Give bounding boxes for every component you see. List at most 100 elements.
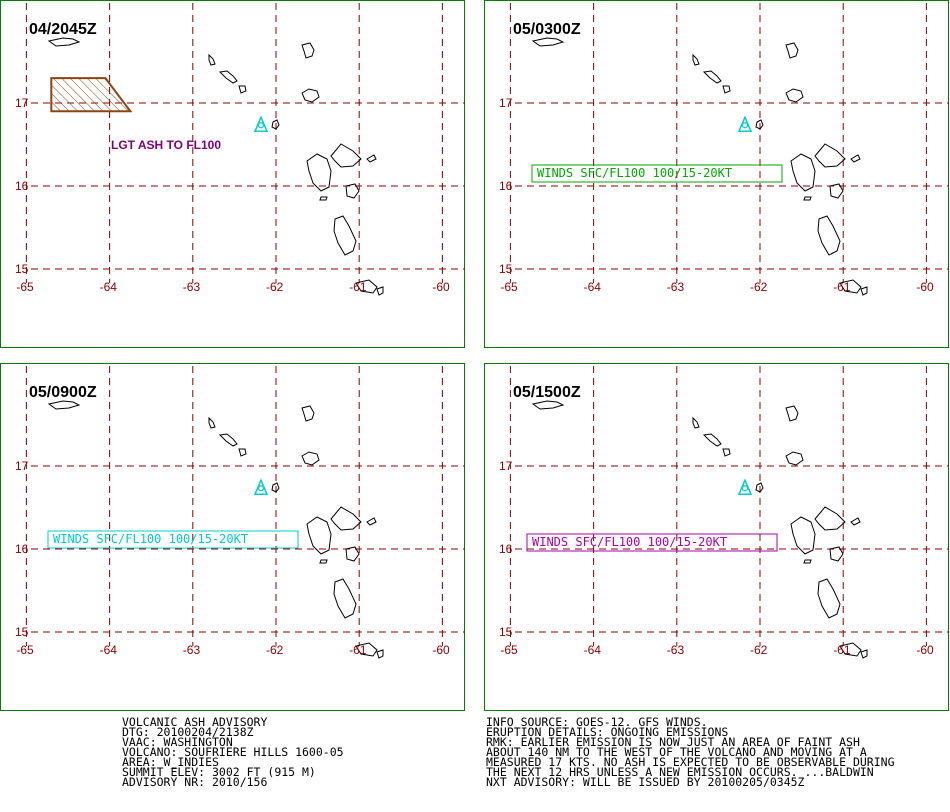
antigua-coastline xyxy=(785,88,804,103)
guadeloupe-coastline xyxy=(306,506,362,555)
ash-annotation-text: LGT ASH TO FL100 xyxy=(111,138,221,152)
longitude-label: -64 xyxy=(100,643,118,657)
winds-annotation-text: WINDS SFC/FL100 100/15-20KT xyxy=(53,532,248,546)
map-canvas: 17 16 15 -65 -64 -63 -62 -61 -60 LGT ASH TO FL100 xyxy=(15,3,465,296)
latitude-label: 15 xyxy=(499,625,513,639)
virgin-islands-coastline xyxy=(47,37,81,47)
longitude-label: -61 xyxy=(349,280,367,294)
st-kitts-coastline xyxy=(702,433,722,447)
volcano-icon-dot xyxy=(257,122,265,129)
virgin-islands-coastline xyxy=(531,400,565,410)
map-panel-1: 17 16 15 -65 -64 -63 -62 -61 -60 LGT ASH TO FL100… xyxy=(0,0,465,348)
longitude-label: -60 xyxy=(916,280,934,294)
longitude-label: -64 xyxy=(584,280,602,294)
longitude-label: -65 xyxy=(16,643,34,657)
advisory-remarks-right: INFO SOURCE: GOES-12. GFS WINDS. ERUPTIO… xyxy=(486,715,895,788)
volcano-icon-dot xyxy=(741,485,749,492)
anguilla-coastline xyxy=(692,53,700,66)
latitude-label: 15 xyxy=(15,625,29,639)
advisory-line: ADVISORY NR: 2010/156 xyxy=(122,775,268,789)
dominica-coastline xyxy=(333,578,357,619)
martinique-coastline xyxy=(839,642,868,659)
longitude-label: -62 xyxy=(750,643,768,657)
longitude-label: -60 xyxy=(916,643,934,657)
graticule xyxy=(509,366,949,646)
latitude-label: 17 xyxy=(499,96,513,110)
nevis-coastline xyxy=(238,448,247,457)
la-desirade-coastline xyxy=(366,154,377,163)
montserrat-coastline xyxy=(271,482,280,493)
volcano-icon xyxy=(737,115,753,132)
longitude-label: -61 xyxy=(833,643,851,657)
longitude-label: -61 xyxy=(349,643,367,657)
nevis-coastline xyxy=(238,85,247,94)
latitude-label: 16 xyxy=(499,542,513,556)
antigua-coastline xyxy=(301,451,320,466)
nevis-coastline xyxy=(722,85,731,94)
advisory-line: RMK: EARLIER EMISSION IS NOW JUST AN ARE… xyxy=(486,735,860,749)
winds-annotation-box xyxy=(526,533,778,552)
advisory-line: AREA: W_INDIES xyxy=(122,755,219,769)
latitude-label: 15 xyxy=(499,262,513,276)
winds-annotation-text: WINDS SFC/FL100 100/15-20KT xyxy=(537,166,732,180)
la-desirade-coastline xyxy=(850,154,861,163)
advisory-line: INFO SOURCE: GOES-12. GFS WINDS. xyxy=(486,715,708,729)
martinique-coastline xyxy=(355,279,384,296)
latitude-label: 17 xyxy=(499,459,513,473)
longitude-label: -62 xyxy=(266,280,284,294)
anguilla-coastline xyxy=(208,53,216,66)
advisory-line: ERUPTION DETAILS: ONGOING EMISSIONS xyxy=(486,725,729,739)
latitude-label: 16 xyxy=(499,179,513,193)
barbuda-coastline xyxy=(301,405,315,422)
longitude-label: -63 xyxy=(667,643,685,657)
anguilla-coastline xyxy=(208,416,216,429)
virgin-islands-coastline xyxy=(47,400,81,410)
volcano-icon xyxy=(253,478,269,495)
marie-galante-coastline xyxy=(345,546,360,562)
dominica-coastline xyxy=(817,578,841,619)
volcano-icon-dot xyxy=(257,485,265,492)
ash-cloud-polygon xyxy=(50,77,133,113)
les-saintes-coastline xyxy=(319,196,328,201)
montserrat-coastline xyxy=(755,119,764,130)
martinique-coastline xyxy=(355,642,384,659)
latitude-label: 15 xyxy=(15,262,29,276)
dominica-coastline xyxy=(333,215,357,256)
guadeloupe-coastline xyxy=(790,143,846,192)
coastlines xyxy=(47,37,384,296)
la-desirade-coastline xyxy=(850,517,861,526)
les-saintes-coastline xyxy=(319,559,328,564)
guadeloupe-coastline xyxy=(306,143,362,192)
marie-galante-coastline xyxy=(829,183,844,199)
les-saintes-coastline xyxy=(803,559,812,564)
winds-annotation-box xyxy=(47,530,299,549)
latitude-label: 17 xyxy=(15,96,29,110)
advisory-line: SUMMIT ELEV: 3002 FT (915 M) xyxy=(122,765,316,779)
longitude-label: -65 xyxy=(500,643,518,657)
st-kitts-coastline xyxy=(218,70,238,84)
advisory-line: ABOUT 140 NM TO THE WEST OF THE VOLCANO … xyxy=(486,745,867,759)
longitude-label: -60 xyxy=(432,280,450,294)
latitude-label: 17 xyxy=(15,459,29,473)
antigua-coastline xyxy=(785,451,804,466)
antigua-coastline xyxy=(301,88,320,103)
dominica-coastline xyxy=(817,215,841,256)
map-canvas: 17 16 15 -65 -64 -63 -62 -61 -60 WINDS SFC/FL100 … xyxy=(499,3,949,296)
map-panel-2: 17 16 15 -65 -64 -63 -62 -61 -60 WINDS SFC/FL100 … xyxy=(484,0,949,348)
longitude-label: -65 xyxy=(16,280,34,294)
map-canvas: 17 16 15 -65 -64 -63 -62 -61 -60 WINDS SFC/FL100 … xyxy=(15,366,465,659)
graticule xyxy=(25,366,465,646)
longitude-label: -62 xyxy=(266,643,284,657)
volcano-icon xyxy=(737,478,753,495)
longitude-label: -64 xyxy=(584,643,602,657)
advisory-line: DTG: 20100204/2138Z xyxy=(122,725,254,739)
longitude-label: -63 xyxy=(183,643,201,657)
map-panel-4: 17 16 15 -65 -64 -63 -62 -61 -60 WINDS SFC/FL100 … xyxy=(484,363,949,711)
montserrat-coastline xyxy=(755,482,764,493)
winds-annotation-box xyxy=(531,164,783,183)
longitude-label: -63 xyxy=(183,280,201,294)
longitude-label: -62 xyxy=(750,280,768,294)
st-kitts-coastline xyxy=(218,433,238,447)
barbuda-coastline xyxy=(785,405,799,422)
longitude-label: -63 xyxy=(667,280,685,294)
